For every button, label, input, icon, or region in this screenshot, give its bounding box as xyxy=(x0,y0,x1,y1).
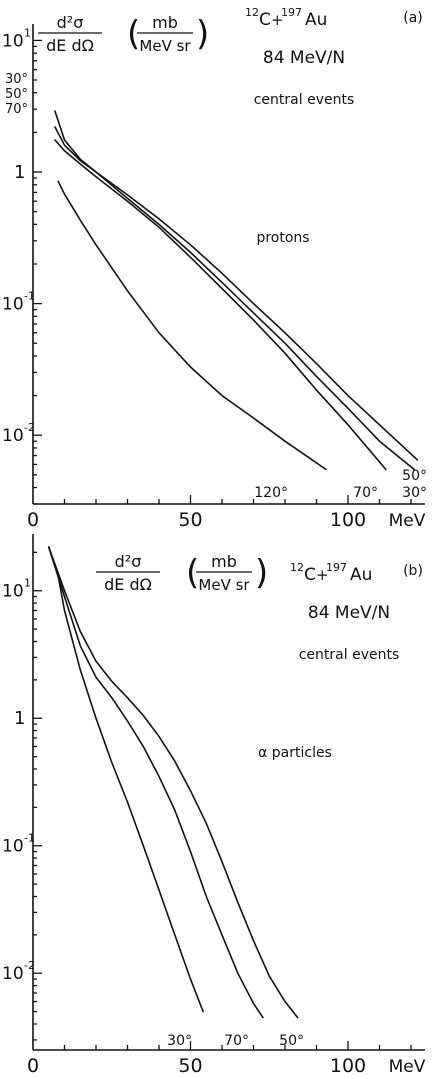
beam-energy: 84 MeV/N xyxy=(308,603,390,623)
reaction-target: Au xyxy=(305,10,327,30)
y-tick-label-base: 1 xyxy=(14,708,25,729)
y-tick-label: 10 -1 xyxy=(2,290,35,315)
series-curve xyxy=(48,546,204,1013)
event-selection: central events xyxy=(299,647,400,663)
x-tick-label: 0 xyxy=(27,509,39,531)
ylabel-unit-denominator: MeV sr xyxy=(198,576,250,594)
reaction-plus: + xyxy=(271,11,284,29)
y-tick-label: 10 -1 xyxy=(2,832,35,857)
x-tick-label: 100 xyxy=(330,509,366,531)
series-label-start: 70° xyxy=(5,102,28,117)
series-curve xyxy=(54,139,387,471)
series-label-end: 120° xyxy=(254,485,288,501)
series-label-end: 50° xyxy=(279,1033,304,1049)
ylabel-numerator: d²σ xyxy=(57,13,84,32)
ylabel-unit-numerator: mb xyxy=(152,13,178,32)
y-tick-label-base: 10 xyxy=(2,837,24,857)
x-tick-label: 100 xyxy=(330,1055,366,1074)
y-tick-label-base: 1 xyxy=(14,162,25,183)
event-selection: central events xyxy=(254,92,355,108)
reaction-projectile: C xyxy=(304,565,316,585)
particle-type: protons xyxy=(256,230,309,246)
series-curve xyxy=(48,546,264,1019)
ylabel-open-paren: ( xyxy=(186,553,199,593)
y-tick-label: 10 1 xyxy=(2,26,31,51)
y-tick-label-exponent: 1 xyxy=(24,577,31,590)
y-tick-label: 10 1 xyxy=(2,577,31,602)
x-unit-label: MeV xyxy=(389,511,426,531)
y-tick-label-base: 10 xyxy=(2,582,24,602)
particle-type: α particles xyxy=(258,745,332,761)
y-tick-label-exponent: -1 xyxy=(24,832,35,845)
ylabel-close-paren: ) xyxy=(196,14,209,54)
series-label-start: 30° xyxy=(5,72,28,87)
y-tick-label-base: 10 xyxy=(2,426,24,446)
y-axis-label: d²σ dE dΩ ( mb MeV sr) xyxy=(96,552,268,594)
ylabel-unit-denominator: MeV sr xyxy=(139,37,191,55)
y-tick-label: 1 xyxy=(14,162,25,183)
x-tick-label: 0 xyxy=(27,1055,39,1074)
ylabel-unit-numerator: mb xyxy=(211,552,237,571)
y-tick-label-exponent: -2 xyxy=(24,421,35,434)
reaction-label: 12 C +197 Au xyxy=(290,561,372,585)
y-tick-label: 1 xyxy=(14,708,25,729)
ylabel-open-paren: ( xyxy=(127,14,140,54)
y-tick-label-exponent: -1 xyxy=(24,290,35,303)
x-tick-label: 50 xyxy=(178,1055,202,1074)
ylabel-numerator: d²σ xyxy=(115,552,142,571)
series-curve xyxy=(48,546,299,1019)
ylabel-close-paren: ) xyxy=(255,553,268,593)
y-tick-label-exponent: 1 xyxy=(24,26,31,39)
y-tick-label-exponent: -2 xyxy=(24,959,35,972)
series-curve xyxy=(57,180,327,471)
y-tick-label-base: 10 xyxy=(2,31,24,51)
series-label-end: 30° xyxy=(402,485,427,501)
series-label-end: 30° xyxy=(167,1033,192,1049)
reaction-plus: + xyxy=(316,566,329,584)
reaction-label: 12 C +197 Au xyxy=(245,6,327,30)
y-tick-label-base: 10 xyxy=(2,964,24,984)
reaction-mass-projectile: 12 xyxy=(290,561,304,574)
reaction-projectile: C xyxy=(259,10,271,30)
series-curve xyxy=(54,126,419,461)
reaction-mass-target: 197 xyxy=(281,6,302,19)
series-label-end: 70° xyxy=(224,1033,249,1049)
y-axis-label: d²σ dE dΩ ( mb MeV sr) xyxy=(38,13,209,55)
series-label-end: 70° xyxy=(353,485,378,501)
panel-label: (b) xyxy=(403,563,423,579)
reaction-mass-projectile: 12 xyxy=(245,6,259,19)
panel-label: (a) xyxy=(403,10,423,26)
reaction-target: Au xyxy=(350,565,372,585)
series-label-end: 50° xyxy=(402,468,427,484)
ylabel-denominator: dE dΩ xyxy=(46,36,94,55)
ylabel-denominator: dE dΩ xyxy=(104,575,152,594)
x-tick-label: 50 xyxy=(178,509,202,531)
y-tick-label: 10 -2 xyxy=(2,421,35,446)
series-curve xyxy=(54,110,415,471)
beam-energy: 84 MeV/N xyxy=(263,48,345,68)
x-unit-label: MeV xyxy=(389,1057,426,1074)
series-label-start: 50° xyxy=(5,87,28,102)
reaction-mass-target: 197 xyxy=(326,561,347,574)
y-tick-label: 10 -2 xyxy=(2,959,35,984)
y-tick-label-base: 10 xyxy=(2,295,24,315)
